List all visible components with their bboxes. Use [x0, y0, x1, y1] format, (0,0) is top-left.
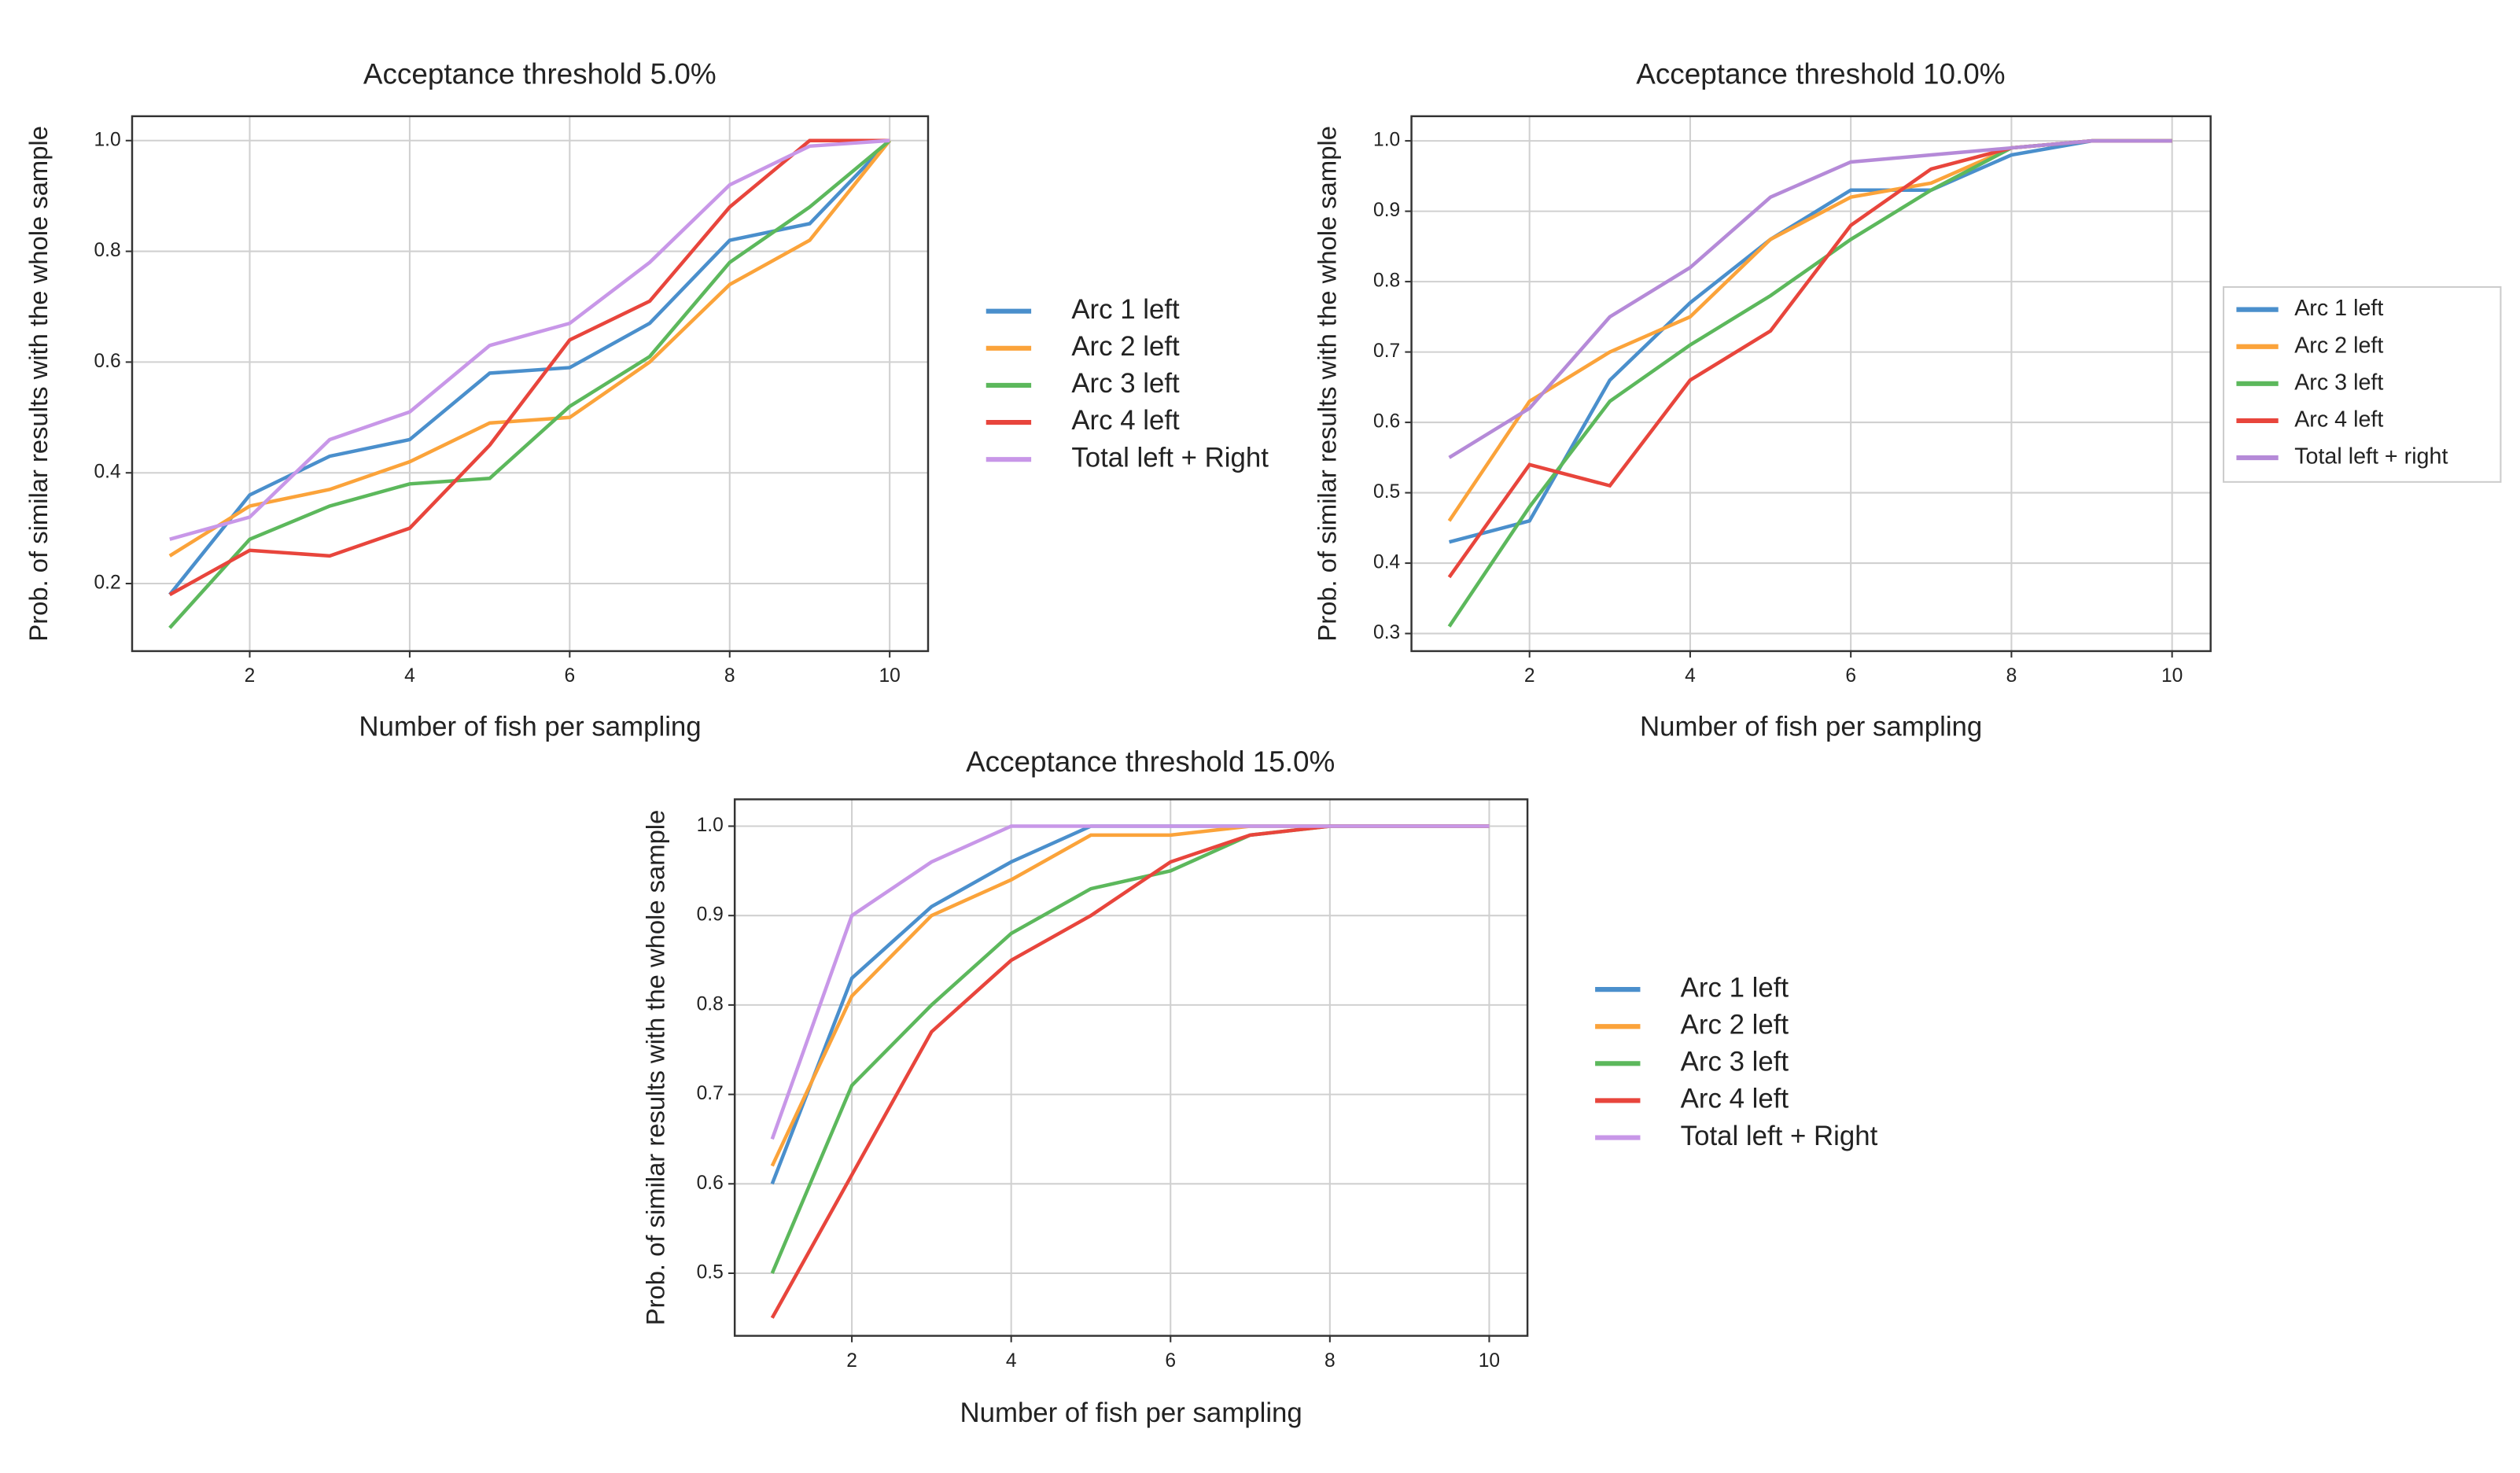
x-tick-label: 6: [1845, 665, 1856, 687]
y-tick-label: 0.5: [697, 1261, 724, 1283]
y-tick-label: 0.2: [94, 573, 120, 594]
chart-title: Acceptance threshold 10.0%: [1636, 57, 2005, 90]
y-tick-label: 1.0: [94, 129, 120, 150]
y-tick-label: 0.9: [697, 904, 724, 926]
data-line: [770, 824, 1490, 1140]
legend-label: Arc 1 left: [2294, 296, 2383, 321]
x-tick-label: 2: [846, 1350, 857, 1372]
x-tick-label: 2: [1524, 665, 1535, 687]
y-axis-label: Prob. of similar results with the whole …: [640, 810, 669, 1326]
plot-frame: [131, 115, 930, 653]
data-line: [770, 824, 1490, 1319]
x-axis-label: Number of fish per sampling: [960, 1398, 1302, 1428]
x-tick-label: 8: [2006, 665, 2017, 687]
data-line: [1448, 138, 2172, 459]
data-line: [168, 139, 891, 558]
y-tick-label: 0.4: [94, 462, 120, 483]
y-tick-label: 0.3: [1373, 622, 1400, 643]
y-axis-label: Prob. of similar results with the whole …: [24, 126, 53, 642]
y-axis-label: Prob. of similar results with the whole …: [1313, 126, 1342, 642]
x-tick-label: 4: [1685, 665, 1696, 687]
legend-label: Arc 2 left: [2294, 333, 2383, 358]
chart-title: Acceptance threshold 15.0%: [966, 746, 1335, 778]
data-line: [169, 138, 890, 541]
legend-label: Arc 4 left: [1681, 1084, 1789, 1114]
legend-label: Total left + right: [2294, 444, 2448, 470]
x-tick-label: 8: [1324, 1350, 1336, 1372]
y-tick-label: 0.6: [697, 1173, 724, 1194]
legend-label: Arc 2 left: [1681, 1009, 1789, 1040]
y-tick-label: 0.8: [1373, 271, 1400, 292]
x-tick-label: 10: [1479, 1350, 1500, 1372]
x-tick-label: 6: [564, 665, 575, 687]
legend-label: Arc 2 left: [1071, 331, 1180, 362]
data-line: [770, 824, 1490, 1167]
data-line: [168, 139, 891, 629]
legend-label: Total left + Right: [1071, 442, 1269, 473]
plot-frame: [1410, 115, 2212, 653]
legend-label: Arc 1 left: [1071, 294, 1180, 325]
legend-label: Arc 3 left: [2294, 370, 2383, 395]
y-tick-label: 0.8: [697, 993, 724, 1015]
x-axis-label: Number of fish per sampling: [359, 711, 701, 742]
y-tick-label: 1.0: [697, 815, 724, 836]
x-tick-label: 10: [879, 665, 900, 687]
chart-title: Acceptance threshold 5.0%: [363, 57, 717, 90]
legend-label: Arc 4 left: [2294, 407, 2383, 433]
data-line: [1448, 138, 2172, 544]
x-axis-label: Number of fish per sampling: [1640, 711, 1982, 742]
y-tick-label: 0.5: [1373, 481, 1400, 503]
chart: Acceptance threshold 15.0% 2 4 6 8 10 0.5 0.6 0.…: [640, 746, 1877, 1428]
y-tick-label: 0.4: [1373, 552, 1400, 573]
plot-frame: [733, 798, 1529, 1337]
chart: Acceptance threshold 5.0% 2 4 6 8 10 0.2 0.4 0.6…: [24, 57, 1269, 742]
x-tick-label: 8: [724, 665, 735, 687]
legend-label: Arc 3 left: [1071, 368, 1180, 399]
legend-label: Arc 1 left: [1681, 972, 1789, 1003]
x-tick-label: 4: [1006, 1350, 1017, 1372]
x-tick-label: 4: [404, 665, 415, 687]
y-tick-label: 0.7: [697, 1083, 724, 1104]
data-line: [168, 139, 891, 596]
y-tick-label: 0.6: [1373, 411, 1400, 433]
y-tick-label: 0.7: [1373, 341, 1400, 362]
y-tick-label: 1.0: [1373, 130, 1400, 151]
x-tick-label: 6: [1165, 1350, 1176, 1372]
y-tick-label: 0.6: [94, 351, 120, 372]
legend-label: Arc 4 left: [1071, 405, 1180, 436]
data-line: [168, 138, 890, 597]
y-tick-label: 0.8: [94, 240, 120, 261]
chart: Acceptance threshold 10.0% 2 4 6 8 10 0.3 0.4 0.…: [1313, 57, 2502, 742]
x-tick-label: 10: [2161, 665, 2183, 687]
legend-label: Total left + Right: [1681, 1121, 1878, 1151]
data-line: [770, 824, 1490, 1274]
data-line: [1447, 138, 2172, 522]
x-tick-label: 2: [245, 665, 256, 687]
y-tick-label: 0.9: [1373, 200, 1400, 221]
data-line: [1447, 138, 2172, 579]
legend-label: Arc 3 left: [1681, 1047, 1789, 1077]
